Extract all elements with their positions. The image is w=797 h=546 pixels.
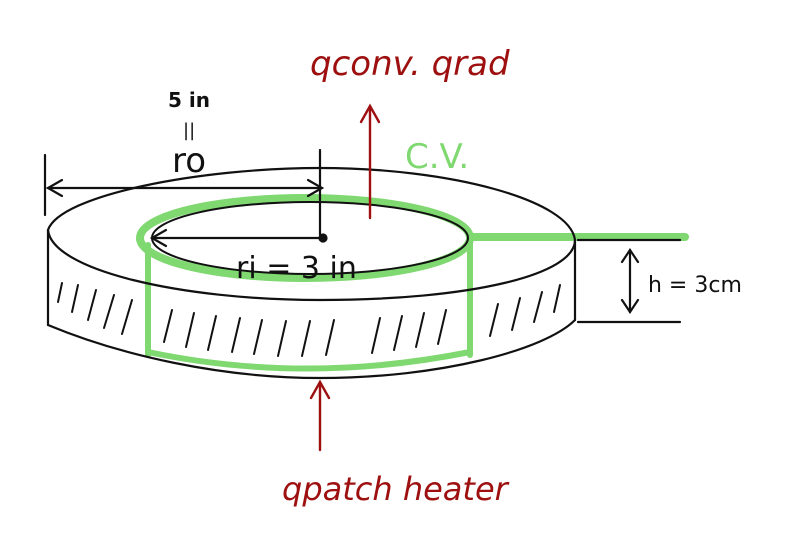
disk-center-dot: [318, 233, 328, 243]
height-arrow-bottom-head: [620, 298, 640, 314]
q-conv-rad-label: qconv. qrad: [310, 44, 510, 84]
outer-radius-symbol: ro: [172, 141, 206, 181]
height-arrow-top-head: [620, 248, 640, 264]
disk-bottom-edge: [46, 318, 577, 380]
height-label: h = 3cm: [648, 273, 742, 298]
outer-radius-arrow-left-head: [45, 178, 64, 198]
height-dimension: [576, 238, 682, 324]
q-patch-heater-label: qpatch heater: [282, 470, 510, 508]
cv-bottom-arc: [145, 349, 473, 372]
heat-in-arrow: [309, 379, 331, 452]
outer-radius-dimension: [43, 148, 325, 237]
inner-radius-label: ri = 3 in: [236, 251, 357, 286]
outer-radius-value-label: 5 in: [168, 88, 210, 112]
heat-out-arrow: [359, 103, 381, 220]
equals-mark: ||: [183, 120, 195, 141]
disk-side-hatching: [57, 282, 561, 357]
disk: [46, 166, 577, 380]
control-volume: [136, 194, 689, 372]
cv-label: C.V.: [405, 137, 469, 177]
inner-radius-dimension: [149, 228, 328, 248]
inner-radius-arrow-head: [149, 228, 168, 248]
outer-radius-arrow-right-head: [306, 178, 325, 198]
